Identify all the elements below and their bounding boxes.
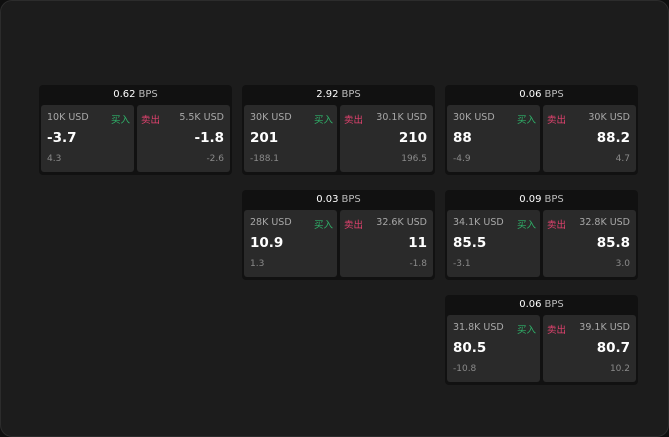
buy-label: 买入 bbox=[516, 115, 536, 126]
sell-price: -1.8 bbox=[194, 130, 224, 146]
quote-panel: 0.62 BPS 10K USD 买入 -3.7 4.3 5.5K USD 卖出 … bbox=[39, 85, 232, 175]
sell-delta: -1.8 bbox=[409, 259, 427, 269]
buy-delta: -3.1 bbox=[453, 259, 471, 269]
sell-delta: 3.0 bbox=[615, 259, 630, 269]
spread-unit: BPS bbox=[544, 89, 564, 100]
spread-value: 0.03 bbox=[316, 194, 339, 205]
spread-value: 0.06 bbox=[519, 299, 542, 310]
sell-label: 卖出 bbox=[344, 115, 364, 126]
buy-quantity: 31.8K USD bbox=[453, 322, 504, 333]
buy-quantity: 30K USD bbox=[250, 112, 292, 123]
buy-quantity: 30K USD bbox=[453, 112, 495, 123]
sell-delta: 196.5 bbox=[401, 154, 427, 164]
spread-value: 2.92 bbox=[316, 89, 339, 100]
quote-cards: 30K USD 买入 201 -188.1 30.1K USD 卖出 210 1… bbox=[242, 105, 435, 172]
sell-card[interactable]: 30.1K USD 卖出 210 196.5 bbox=[340, 105, 433, 172]
sell-quantity: 39.1K USD bbox=[579, 322, 630, 333]
sell-price: 11 bbox=[408, 235, 427, 251]
spread-header: 0.03 BPS bbox=[242, 190, 435, 210]
sell-label: 卖出 bbox=[547, 115, 567, 126]
spread-header: 0.62 BPS bbox=[39, 85, 232, 105]
quote-cards: 10K USD 买入 -3.7 4.3 5.5K USD 卖出 -1.8 -2.… bbox=[39, 105, 232, 172]
buy-card[interactable]: 31.8K USD 买入 80.5 -10.8 bbox=[447, 315, 540, 382]
spread-value: 0.06 bbox=[519, 89, 542, 100]
sell-label: 卖出 bbox=[547, 220, 567, 231]
buy-quantity: 34.1K USD bbox=[453, 217, 504, 228]
sell-quantity: 32.8K USD bbox=[579, 217, 630, 228]
buy-price: 80.5 bbox=[453, 340, 487, 356]
sell-card[interactable]: 5.5K USD 卖出 -1.8 -2.6 bbox=[137, 105, 230, 172]
spread-unit: BPS bbox=[544, 194, 564, 205]
quote-cards: 30K USD 买入 88 -4.9 30K USD 卖出 88.2 4.7 bbox=[445, 105, 638, 172]
spread-unit: BPS bbox=[544, 299, 564, 310]
sell-card[interactable]: 32.6K USD 卖出 11 -1.8 bbox=[340, 210, 433, 277]
buy-quantity: 10K USD bbox=[47, 112, 89, 123]
buy-price: 88 bbox=[453, 130, 472, 146]
buy-delta: -10.8 bbox=[453, 364, 477, 374]
buy-card[interactable]: 28K USD 买入 10.9 1.3 bbox=[244, 210, 337, 277]
buy-card[interactable]: 30K USD 买入 201 -188.1 bbox=[244, 105, 337, 172]
spread-header: 2.92 BPS bbox=[242, 85, 435, 105]
sell-quantity: 30.1K USD bbox=[376, 112, 427, 123]
buy-price: -3.7 bbox=[47, 130, 77, 146]
sell-delta: 4.7 bbox=[615, 154, 630, 164]
buy-delta: 1.3 bbox=[250, 259, 265, 269]
buy-card[interactable]: 34.1K USD 买入 85.5 -3.1 bbox=[447, 210, 540, 277]
quote-cards: 31.8K USD 买入 80.5 -10.8 39.1K USD 卖出 80.… bbox=[445, 315, 638, 382]
spread-header: 0.09 BPS bbox=[445, 190, 638, 210]
sell-quantity: 30K USD bbox=[588, 112, 630, 123]
quote-panel: 0.06 BPS 31.8K USD 买入 80.5 -10.8 39.1K US… bbox=[445, 295, 638, 385]
sell-delta: 10.2 bbox=[609, 364, 630, 374]
quote-panel: 0.09 BPS 34.1K USD 买入 85.5 -3.1 32.8K USD… bbox=[445, 190, 638, 280]
spread-value: 0.62 bbox=[113, 89, 136, 100]
spread-header: 0.06 BPS bbox=[445, 85, 638, 105]
buy-price: 85.5 bbox=[453, 235, 487, 251]
sell-price: 210 bbox=[398, 130, 427, 146]
buy-delta: -188.1 bbox=[250, 154, 280, 164]
sell-quantity: 5.5K USD bbox=[179, 112, 224, 123]
sell-card[interactable]: 30K USD 卖出 88.2 4.7 bbox=[543, 105, 636, 172]
spread-unit: BPS bbox=[138, 89, 158, 100]
quote-cards: 28K USD 买入 10.9 1.3 32.6K USD 卖出 11 -1.8 bbox=[242, 210, 435, 277]
quote-panel: 0.03 BPS 28K USD 买入 10.9 1.3 32.6K USD 卖出… bbox=[242, 190, 435, 280]
buy-delta: 4.3 bbox=[47, 154, 62, 164]
sell-delta: -2.6 bbox=[206, 154, 224, 164]
quote-cards: 34.1K USD 买入 85.5 -3.1 32.8K USD 卖出 85.8… bbox=[445, 210, 638, 277]
sell-price: 80.7 bbox=[596, 340, 630, 356]
buy-card[interactable]: 30K USD 买入 88 -4.9 bbox=[447, 105, 540, 172]
buy-price: 10.9 bbox=[250, 235, 284, 251]
buy-card[interactable]: 10K USD 买入 -3.7 4.3 bbox=[41, 105, 134, 172]
buy-label: 买入 bbox=[110, 115, 130, 126]
spread-value: 0.09 bbox=[519, 194, 542, 205]
sell-card[interactable]: 39.1K USD 卖出 80.7 10.2 bbox=[543, 315, 636, 382]
sell-quantity: 32.6K USD bbox=[376, 217, 427, 228]
spread-unit: BPS bbox=[341, 89, 361, 100]
buy-label: 买入 bbox=[313, 115, 333, 126]
quote-panel: 2.92 BPS 30K USD 买入 201 -188.1 30.1K USD … bbox=[242, 85, 435, 175]
spread-unit: BPS bbox=[341, 194, 361, 205]
buy-price: 201 bbox=[250, 130, 279, 146]
sell-card[interactable]: 32.8K USD 卖出 85.8 3.0 bbox=[543, 210, 636, 277]
sell-label: 卖出 bbox=[141, 115, 161, 126]
buy-label: 买入 bbox=[516, 325, 536, 336]
buy-delta: -4.9 bbox=[453, 154, 471, 164]
buy-label: 买入 bbox=[313, 220, 333, 231]
buy-quantity: 28K USD bbox=[250, 217, 292, 228]
buy-label: 买入 bbox=[516, 220, 536, 231]
sell-label: 卖出 bbox=[547, 325, 567, 336]
sell-price: 85.8 bbox=[596, 235, 630, 251]
sell-price: 88.2 bbox=[596, 130, 630, 146]
spread-header: 0.06 BPS bbox=[445, 295, 638, 315]
quote-panel: 0.06 BPS 30K USD 买入 88 -4.9 30K USD 卖出 88… bbox=[445, 85, 638, 175]
sell-label: 卖出 bbox=[344, 220, 364, 231]
